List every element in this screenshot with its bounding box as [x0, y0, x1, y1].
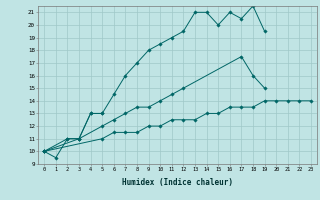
X-axis label: Humidex (Indice chaleur): Humidex (Indice chaleur): [122, 178, 233, 187]
